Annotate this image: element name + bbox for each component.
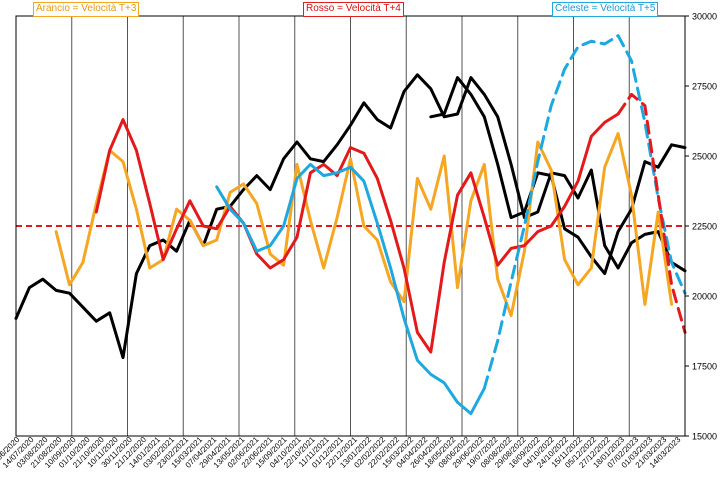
legend-label-arancio: Arancio = Velocità T+3: [36, 3, 137, 14]
legend-item-celeste: Celeste = Velocità T+5: [552, 2, 659, 17]
series-line-6: [616, 92, 687, 334]
y-tick-label: 30000: [692, 12, 717, 22]
y-axis-ticks: 15000 17500 20000 22500 25000 27500 30000: [685, 12, 717, 442]
y-tick-label: 17500: [692, 362, 717, 372]
series-line-1: [429, 76, 687, 276]
legend-label-celeste: Celeste = Velocità T+5: [555, 3, 656, 14]
legend-label-rosso: Rosso = Velocità T+4: [306, 3, 401, 14]
legend-item-rosso: Rosso = Velocità T+4: [303, 2, 404, 17]
series-line-5: [482, 34, 687, 390]
x-axis-ticks: 24/06/202014/07/202003/08/202021/08/2020…: [0, 435, 683, 470]
y-tick-label: 15000: [692, 432, 717, 442]
y-tick-label: 25000: [692, 152, 717, 162]
series-line-4: [215, 162, 486, 416]
y-tick-label: 22500: [692, 222, 717, 232]
y-tick-label: 20000: [692, 292, 717, 302]
legend-item-arancio: Arancio = Velocità T+3: [33, 2, 140, 17]
grid-layer: [16, 16, 685, 436]
series-layer: [14, 34, 687, 416]
series-line-2: [54, 132, 674, 318]
y-tick-label: 27500: [692, 82, 717, 92]
series-line-3: [94, 112, 620, 354]
